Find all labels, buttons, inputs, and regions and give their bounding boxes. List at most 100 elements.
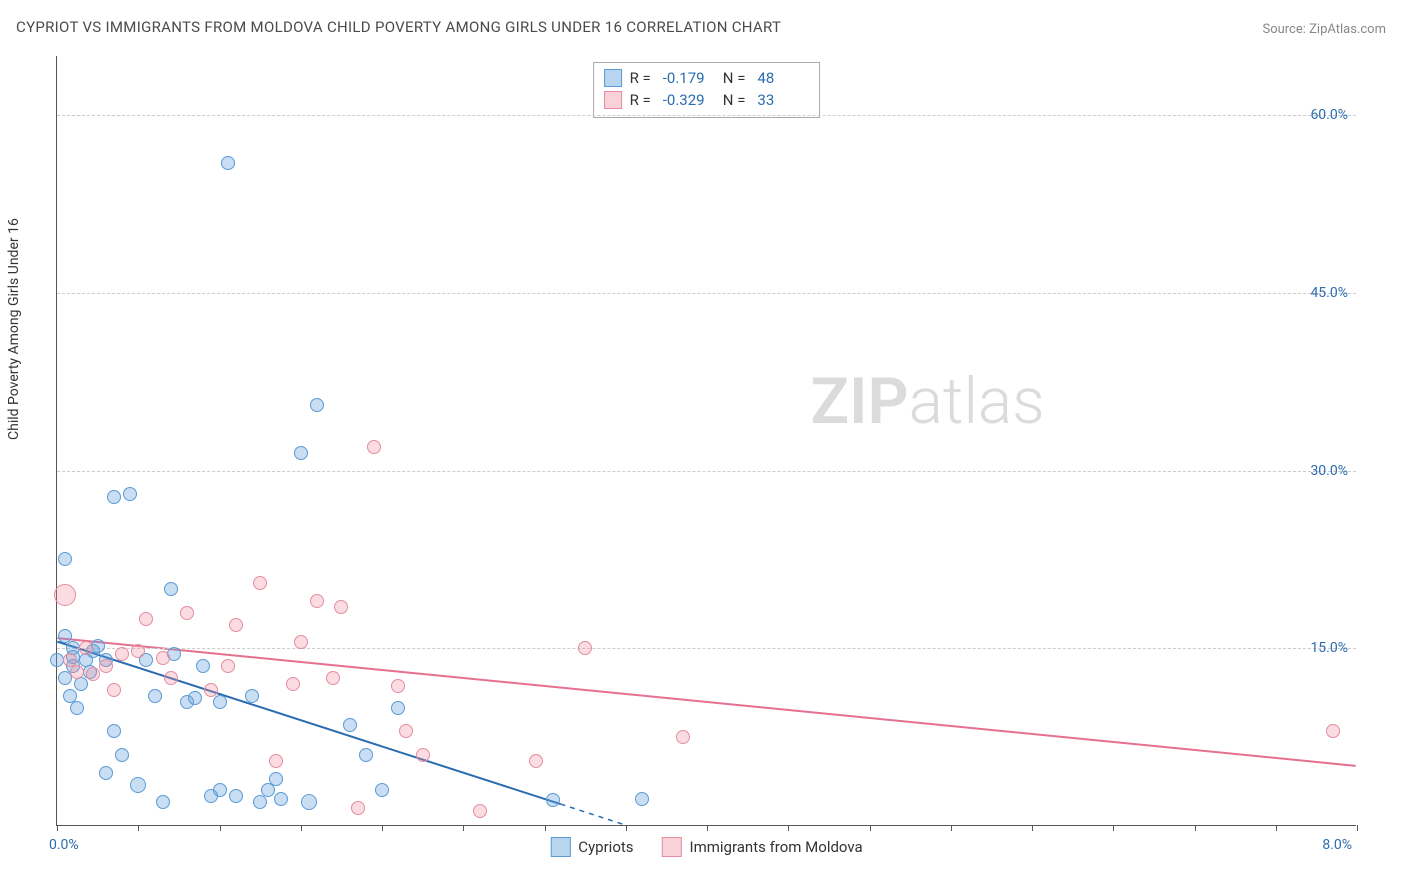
- trend-lines: [57, 56, 1356, 825]
- data-point: [269, 772, 283, 786]
- data-point: [294, 635, 308, 649]
- data-point: [274, 792, 288, 806]
- legend-item: Cypriots: [550, 837, 633, 857]
- data-point: [635, 792, 649, 806]
- data-point: [1326, 724, 1340, 738]
- y-axis-label: Child Poverty Among Girls Under 16: [6, 218, 22, 440]
- source-link[interactable]: ZipAtlas.com: [1309, 22, 1386, 37]
- data-point: [261, 783, 275, 797]
- y-tick-label: 60.0%: [1310, 107, 1348, 123]
- data-point: [148, 689, 162, 703]
- data-point: [473, 804, 487, 818]
- x-tick: [951, 825, 952, 831]
- x-tick: [301, 825, 302, 831]
- data-point: [310, 594, 324, 608]
- x-tick: [463, 825, 464, 831]
- data-point: [70, 665, 84, 679]
- data-point: [139, 612, 153, 626]
- data-point: [391, 701, 405, 715]
- data-point: [99, 659, 113, 673]
- data-point: [70, 701, 84, 715]
- data-point: [79, 641, 93, 655]
- legend-item: Immigrants from Moldova: [662, 837, 863, 857]
- watermark-bold: ZIP: [810, 364, 908, 439]
- series-legend: Cypriots Immigrants from Moldova: [550, 837, 862, 857]
- data-point: [107, 683, 121, 697]
- data-point: [367, 440, 381, 454]
- data-point: [50, 653, 64, 667]
- x-tick: [1195, 825, 1196, 831]
- y-tick-label: 45.0%: [1310, 285, 1348, 301]
- data-point: [204, 683, 218, 697]
- data-point: [115, 748, 129, 762]
- data-point: [115, 647, 129, 661]
- y-tick-label: 30.0%: [1310, 463, 1348, 479]
- watermark: ZIPatlas: [810, 364, 1044, 439]
- data-point: [301, 794, 317, 810]
- data-point: [213, 695, 227, 709]
- data-point: [253, 576, 267, 590]
- x-tick: [138, 825, 139, 831]
- data-point: [343, 718, 357, 732]
- data-point: [326, 671, 340, 685]
- data-point: [399, 724, 413, 738]
- n-label: N =: [723, 69, 746, 87]
- legend-label: Cypriots: [578, 838, 633, 856]
- r-label: R =: [630, 69, 651, 87]
- n-label: N =: [723, 91, 746, 109]
- x-tick: [870, 825, 871, 831]
- r-value: -0.179: [663, 69, 715, 87]
- data-point: [156, 651, 170, 665]
- data-point: [58, 552, 72, 566]
- data-point: [188, 691, 202, 705]
- r-label: R =: [630, 91, 651, 109]
- data-point: [578, 641, 592, 655]
- data-point: [269, 754, 283, 768]
- data-point: [221, 156, 235, 170]
- y-tick-label: 15.0%: [1310, 640, 1348, 656]
- source-attribution: Source: ZipAtlas.com: [1262, 22, 1386, 37]
- data-point: [164, 582, 178, 596]
- x-tick: [1113, 825, 1114, 831]
- r-value: -0.329: [663, 91, 715, 109]
- x-tick: [1276, 825, 1277, 831]
- data-point: [54, 584, 76, 606]
- data-point: [213, 783, 227, 797]
- legend-row: R = -0.179 N = 48: [604, 67, 810, 89]
- data-point: [130, 777, 146, 793]
- data-point: [416, 748, 430, 762]
- data-point: [123, 487, 137, 501]
- gridline: [57, 648, 1356, 649]
- x-tick: [1032, 825, 1033, 831]
- x-tick: [382, 825, 383, 831]
- data-point: [546, 793, 560, 807]
- data-point: [375, 783, 389, 797]
- data-point: [391, 679, 405, 693]
- legend-swatch: [604, 91, 622, 109]
- data-point: [229, 789, 243, 803]
- data-point: [229, 618, 243, 632]
- data-point: [286, 677, 300, 691]
- gridline: [57, 471, 1356, 472]
- x-tick: [1357, 825, 1358, 831]
- data-point: [107, 490, 121, 504]
- data-point: [294, 446, 308, 460]
- data-point: [245, 689, 259, 703]
- x-axis-min-label: 0.0%: [49, 837, 79, 853]
- data-point: [253, 795, 267, 809]
- watermark-rest: atlas: [909, 364, 1045, 439]
- data-point: [334, 600, 348, 614]
- data-point: [221, 659, 235, 673]
- legend-swatch: [550, 837, 570, 857]
- source-prefix: Source:: [1262, 22, 1309, 37]
- n-value: 48: [757, 69, 809, 87]
- data-point: [131, 644, 145, 658]
- gridline: [57, 115, 1356, 116]
- data-point: [107, 724, 121, 738]
- x-tick: [788, 825, 789, 831]
- x-axis-max-label: 8.0%: [1322, 837, 1352, 853]
- x-tick: [545, 825, 546, 831]
- chart-title: CYPRIOT VS IMMIGRANTS FROM MOLDOVA CHILD…: [16, 18, 781, 36]
- legend-label: Immigrants from Moldova: [690, 838, 863, 856]
- legend-swatch: [604, 69, 622, 87]
